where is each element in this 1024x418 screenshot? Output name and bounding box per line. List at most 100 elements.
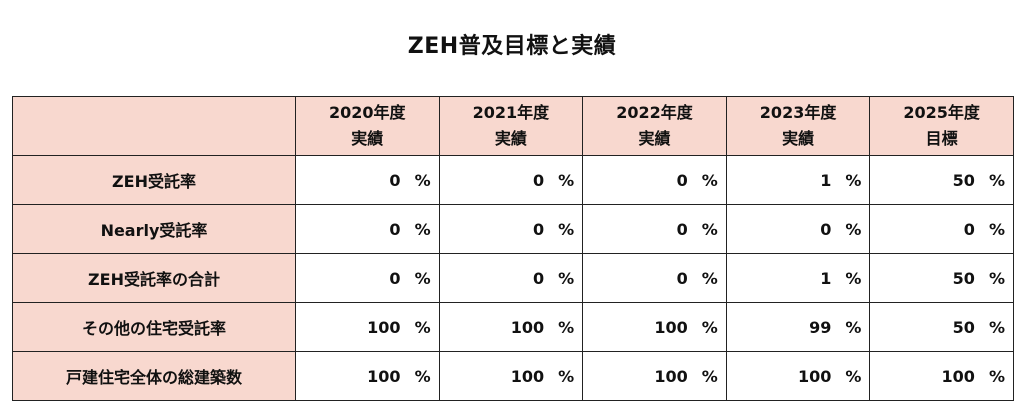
value-cell: 1% [725,253,871,303]
value-number: 0 [533,170,545,190]
table-row: 戸建住宅全体の総建築数 100% 100% 100% 100% 100% [12,351,1014,401]
value-cell: 0% [582,204,727,254]
value-number: 100 [510,366,545,386]
percent-unit: % [988,170,1005,190]
value-cell: 50% [869,155,1014,205]
percent-unit: % [845,219,862,239]
value-number: 100 [797,366,832,386]
value-cell: 0% [582,155,727,205]
column-header-2020: 2020年度 実績 [295,96,440,156]
percent-unit: % [701,366,718,386]
value-number: 100 [510,317,545,337]
percent-unit: % [988,219,1005,239]
column-kind-label: 実績 [351,129,384,148]
percent-unit: % [414,170,431,190]
percent-unit: % [845,170,862,190]
column-year-label: 2023年度 [759,103,837,122]
percent-unit: % [414,219,431,239]
column-year-label: 2025年度 [903,103,980,122]
value-number: 0 [533,219,545,239]
value-number: 100 [654,317,688,337]
percent-unit: % [414,317,431,337]
table-row: その他の住宅受託率 100% 100% 100% 99% 50% [12,302,1014,352]
value-cell: 50% [869,253,1014,303]
percent-unit: % [701,268,718,288]
percent-unit: % [845,317,862,337]
value-cell: 99% [725,302,871,352]
value-number: 50 [952,268,975,288]
value-number: 50 [952,317,975,337]
percent-unit: % [414,268,431,288]
percent-unit: % [558,268,575,288]
row-label: Nearly受託率 [12,204,296,254]
percent-unit: % [845,366,862,386]
value-number: 0 [389,268,401,288]
value-cell: 100% [582,302,727,352]
value-cell: 100% [725,351,871,401]
percent-unit: % [414,366,431,386]
value-cell: 0% [438,155,584,205]
column-header-2023: 2023年度 実績 [725,96,871,156]
value-number: 1 [820,170,832,190]
value-number: 0 [533,268,545,288]
value-number: 100 [367,366,401,386]
value-cell: 100% [295,302,440,352]
percent-unit: % [988,268,1005,288]
value-number: 100 [941,366,975,386]
value-cell: 100% [295,351,440,401]
percent-unit: % [988,317,1005,337]
column-year-label: 2022年度 [616,103,693,122]
value-cell: 0% [295,204,440,254]
column-header-2025: 2025年度 目標 [869,96,1014,156]
value-cell: 100% [438,351,584,401]
percent-unit: % [558,317,575,337]
value-cell: 0% [725,204,871,254]
column-header-2022: 2022年度 実績 [582,96,727,156]
percent-unit: % [701,170,718,190]
percent-unit: % [558,366,575,386]
row-label: その他の住宅受託率 [12,302,296,352]
value-number: 0 [676,268,688,288]
percent-unit: % [558,219,575,239]
value-cell: 0% [295,155,440,205]
column-year-label: 2021年度 [472,103,550,122]
zeh-target-table: 2020年度 実績 2021年度 実績 2022年度 実績 2023年度 実績 … [12,96,1014,401]
row-label: ZEH受託率の合計 [12,253,296,303]
value-number: 99 [809,317,832,337]
table-row: ZEH受託率の合計 0% 0% 0% 1% 50% [12,253,1014,303]
value-number: 0 [389,219,401,239]
value-number: 50 [952,170,975,190]
value-cell: 0% [438,253,584,303]
column-kind-label: 実績 [494,129,527,148]
percent-unit: % [701,219,718,239]
table-row: Nearly受託率 0% 0% 0% 0% 0% [12,204,1014,254]
value-cell: 0% [295,253,440,303]
percent-unit: % [845,268,862,288]
percent-unit: % [701,317,718,337]
value-number: 0 [676,219,688,239]
page-title: ZEH普及目標と実績 [407,34,617,59]
column-kind-label: 目標 [925,129,958,148]
value-cell: 50% [869,302,1014,352]
value-number: 0 [963,219,975,239]
column-kind-label: 実績 [782,129,815,148]
value-number: 0 [676,170,688,190]
column-header-2021: 2021年度 実績 [438,96,584,156]
row-label: ZEH受託率 [12,155,296,205]
value-cell: 0% [869,204,1014,254]
value-number: 100 [367,317,401,337]
value-number: 0 [820,219,832,239]
value-cell: 100% [582,351,727,401]
corner-cell [12,96,296,156]
value-number: 0 [389,170,401,190]
column-year-label: 2020年度 [329,103,406,122]
percent-unit: % [558,170,575,190]
row-label: 戸建住宅全体の総建築数 [12,351,296,401]
value-cell: 100% [869,351,1014,401]
value-cell: 0% [438,204,584,254]
value-cell: 100% [438,302,584,352]
value-cell: 1% [725,155,871,205]
value-cell: 0% [582,253,727,303]
percent-unit: % [988,366,1005,386]
table-header-row: 2020年度 実績 2021年度 実績 2022年度 実績 2023年度 実績 … [12,96,1014,156]
